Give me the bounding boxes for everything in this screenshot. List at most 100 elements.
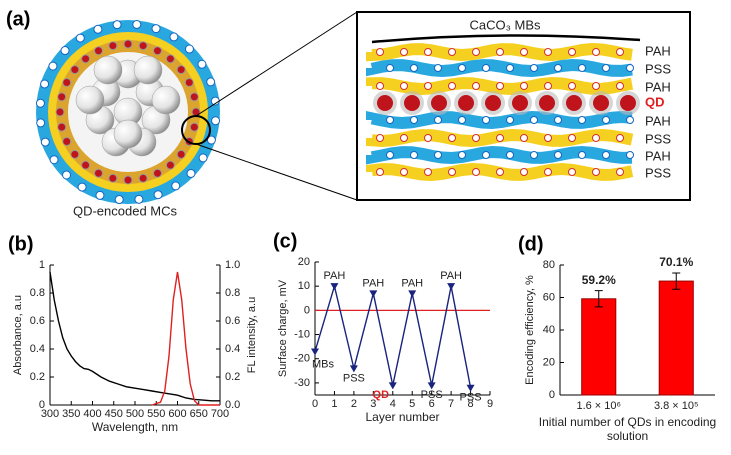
charge	[530, 116, 538, 124]
charge	[482, 116, 490, 124]
charge	[506, 151, 514, 159]
y-tick-label: 0	[39, 399, 45, 411]
qd	[566, 95, 582, 111]
charge	[506, 64, 514, 72]
charge	[578, 151, 586, 159]
charge	[544, 48, 552, 56]
charge	[592, 48, 600, 56]
x-tick-label: 6	[429, 398, 435, 410]
charge	[434, 116, 442, 124]
charge	[95, 190, 105, 200]
qd-dot	[165, 160, 175, 170]
charge	[616, 168, 624, 176]
x-tick-label: 300	[41, 408, 59, 420]
qd-dot	[184, 77, 194, 87]
charge	[410, 64, 418, 72]
charge	[112, 20, 122, 30]
charge	[400, 134, 408, 142]
charge	[386, 64, 394, 72]
line	[49, 271, 220, 402]
qd-dot	[138, 41, 148, 51]
charge	[568, 134, 576, 142]
panel-label: (a)	[6, 8, 30, 30]
y-tick-label: 1	[39, 259, 45, 271]
sphere	[93, 55, 123, 85]
band	[366, 145, 633, 165]
charge	[49, 155, 59, 165]
qd-dot	[57, 92, 67, 102]
charge	[424, 82, 432, 90]
qd	[539, 95, 555, 111]
y-tick-label: 20	[543, 356, 555, 368]
qd	[593, 95, 609, 111]
charge	[472, 82, 480, 90]
y-tick-label: 0.2	[30, 371, 45, 383]
charge	[626, 116, 634, 124]
y-tick-label: 0.4	[30, 343, 45, 355]
y-tick-label: 0.4	[225, 343, 240, 355]
charge	[424, 134, 432, 142]
y-tick-label: 40	[543, 324, 555, 336]
charge	[458, 64, 466, 72]
line	[151, 271, 220, 406]
marker	[388, 382, 397, 390]
point-label: PSS	[343, 372, 365, 384]
charge	[410, 151, 418, 159]
sphere	[151, 85, 181, 115]
charge	[40, 79, 50, 89]
charge	[544, 168, 552, 176]
y-tick-label: 0.8	[225, 287, 240, 299]
y-tick-label: 0	[549, 389, 555, 401]
panel-label: (c)	[273, 230, 297, 252]
charge	[211, 116, 221, 126]
inset-title: CaCO₃ MBs	[469, 17, 541, 32]
qd-dot	[176, 65, 186, 75]
charge	[424, 48, 432, 56]
layer-label: QD	[645, 94, 665, 109]
charge	[592, 168, 600, 176]
error-bar	[594, 290, 603, 308]
charge	[544, 82, 552, 90]
layer-label: PAH	[645, 43, 671, 58]
qd	[431, 95, 447, 111]
x-axis-label: Initial number of QDs in encoding	[539, 415, 716, 429]
charge	[626, 151, 634, 159]
line	[314, 283, 472, 388]
charge	[448, 82, 456, 90]
charge	[40, 137, 50, 147]
x-tick-label: 1.6 × 10⁶	[576, 400, 621, 412]
charge	[472, 48, 480, 56]
charge	[400, 48, 408, 56]
charge	[616, 48, 624, 56]
charge	[578, 116, 586, 124]
y-tick-label: 0.0	[225, 399, 240, 411]
marker	[427, 382, 436, 390]
qd-dot	[62, 137, 72, 147]
charge	[520, 48, 528, 56]
x-tick-label: 350	[62, 408, 80, 420]
charge	[400, 168, 408, 176]
x-tick-label: 3.8 × 10⁵	[654, 400, 699, 412]
charge	[60, 46, 70, 56]
charge	[134, 194, 144, 204]
x-tick-label: 450	[105, 408, 123, 420]
x-tick-label: 2	[351, 398, 357, 410]
y-tick-label: 60	[543, 291, 555, 303]
charge	[530, 151, 538, 159]
charge	[410, 116, 418, 124]
x-tick-label: 8	[467, 398, 473, 410]
charge	[36, 118, 46, 128]
charge	[376, 48, 384, 56]
charge	[472, 168, 480, 176]
point-label: PAH	[324, 270, 346, 282]
marker	[466, 384, 475, 392]
core-spheres	[75, 55, 181, 157]
y-tick-label: 0.6	[225, 315, 240, 327]
charge	[496, 82, 504, 90]
charge	[626, 64, 634, 72]
marker	[447, 283, 456, 291]
y-tick-label: 0	[304, 304, 310, 316]
y-tick-label: 10	[298, 280, 310, 292]
